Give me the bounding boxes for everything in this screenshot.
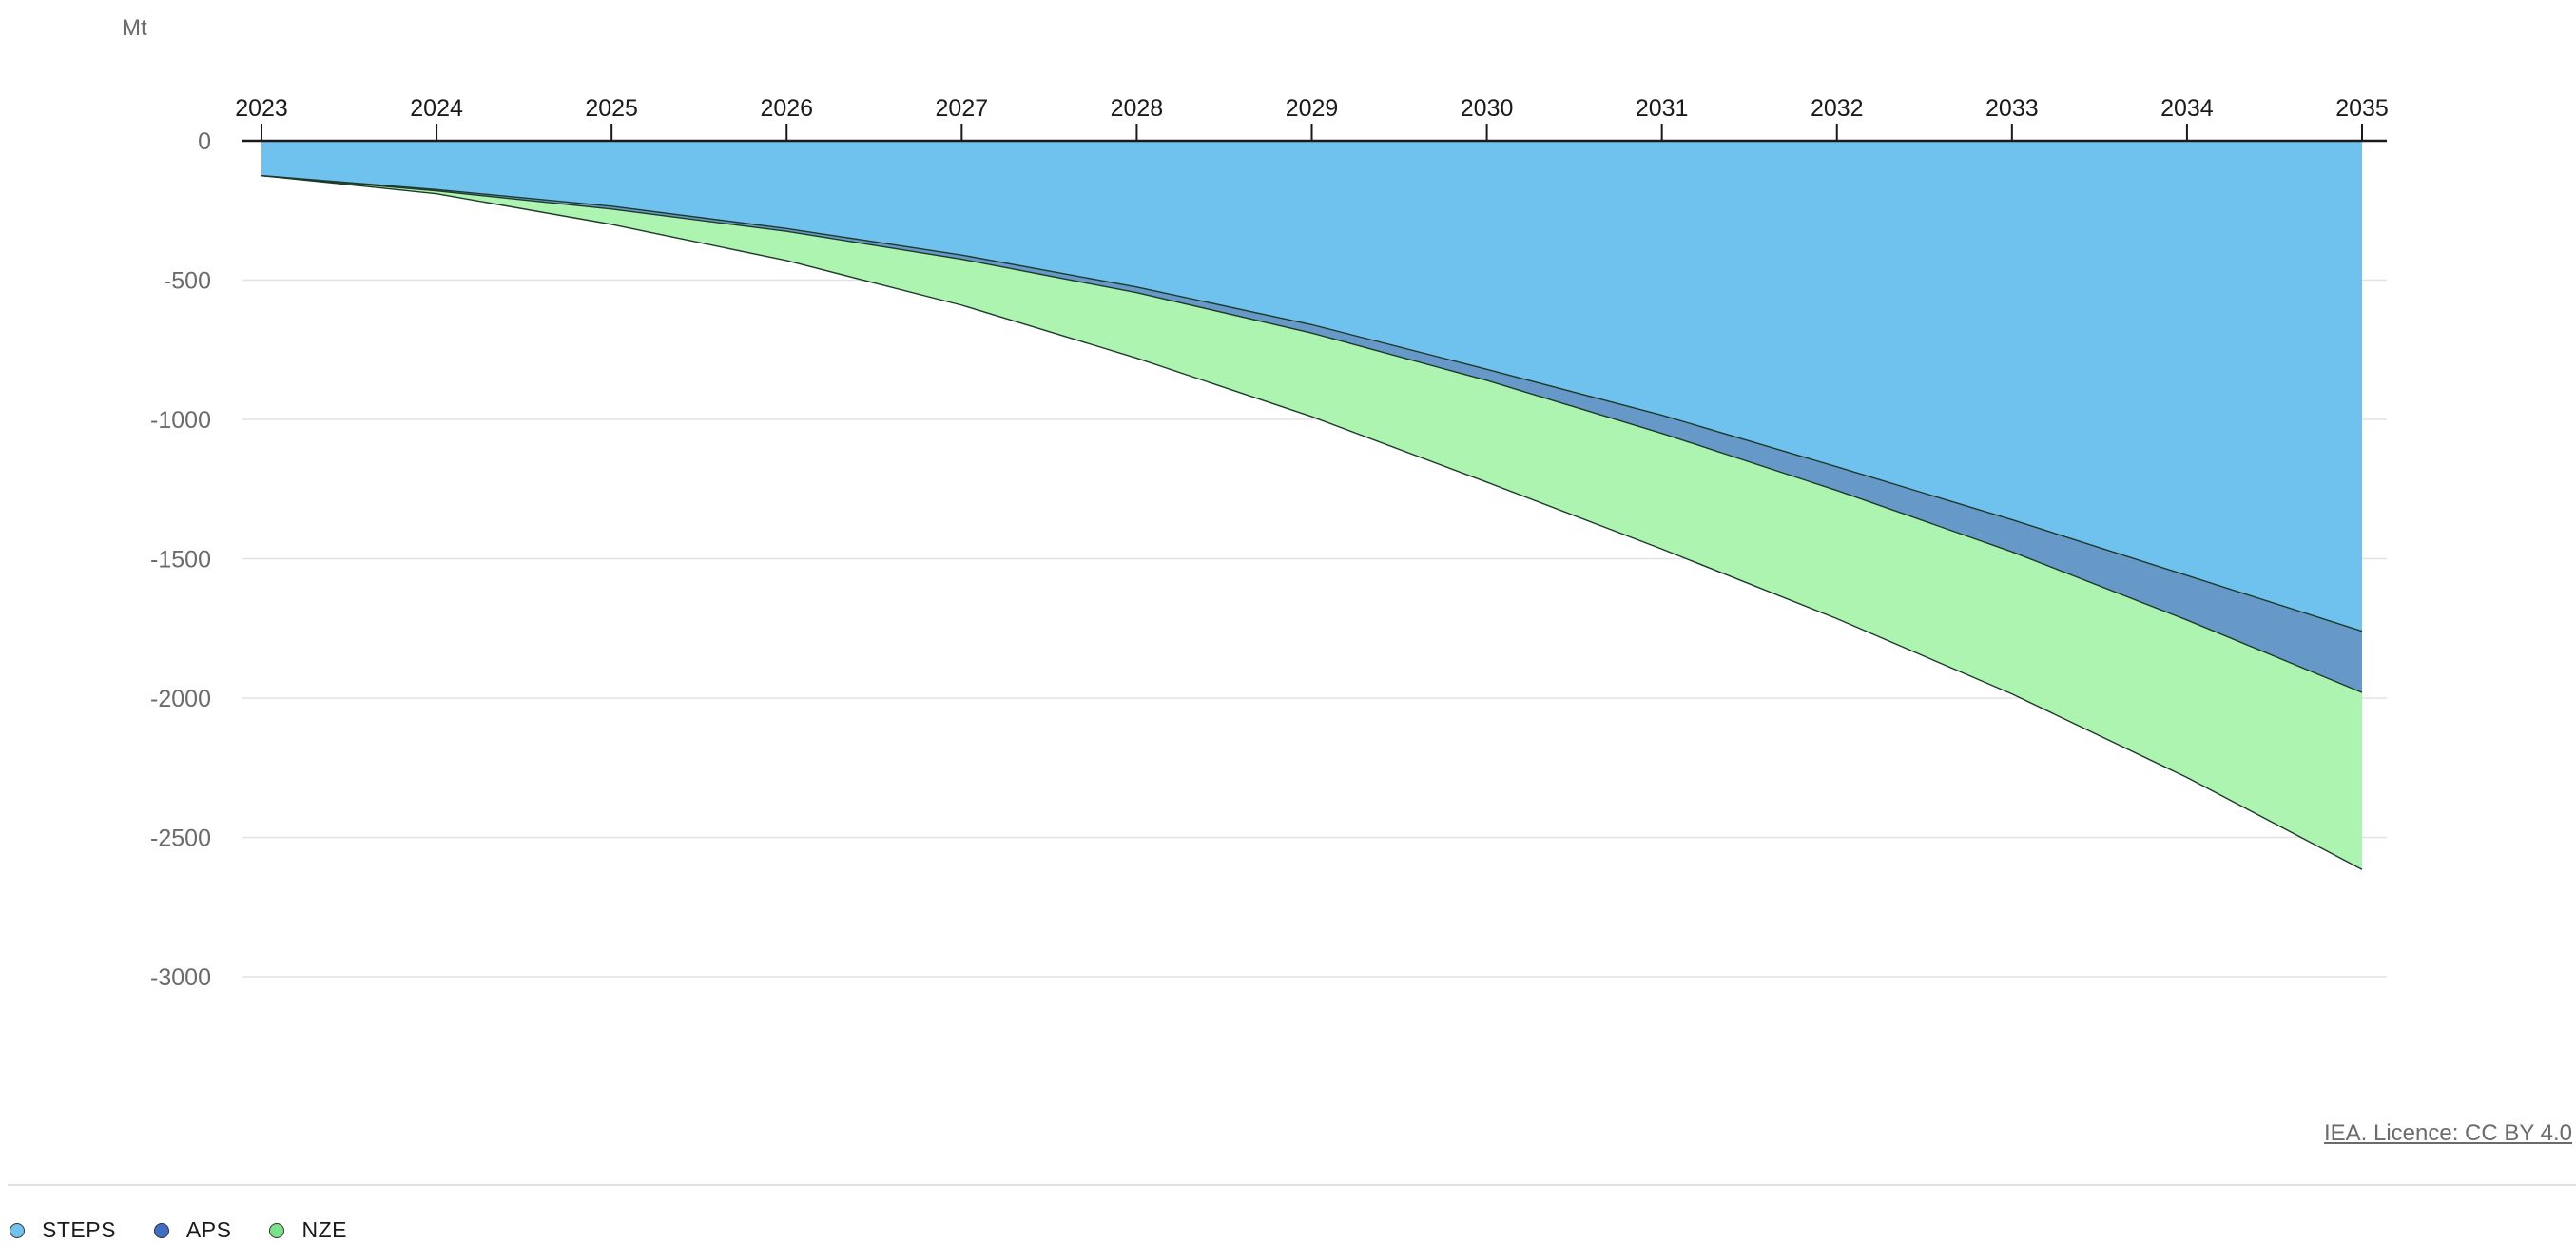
divider [8,1184,2576,1186]
x-tick-label: 2026 [760,95,813,122]
y-tick-label: -3000 [150,964,211,991]
x-tick-label: 2024 [410,95,463,122]
line-steps [261,174,2363,632]
x-tick-label: 2028 [1111,95,1164,122]
grid-lines [242,279,2387,978]
y-tick-label: -2000 [150,686,211,712]
legend-item-steps[interactable]: STEPS [10,1217,116,1243]
y-tick-label: -2500 [150,826,211,852]
y-tick-label: 0 [198,128,211,155]
x-tick-label: 2030 [1461,95,1514,122]
legend-label-aps: APS [185,1217,232,1242]
x-axis: 2023 2024 2025 2026 2027 2028 2029 2030 2031 2032… [235,95,2389,143]
legend-swatch-nze [269,1222,285,1238]
legend-label-steps: STEPS [42,1217,116,1242]
licence-link[interactable]: IEA. Licence: CC BY 4.0 [2323,1120,2572,1146]
x-tick-label: 2034 [2160,95,2214,122]
legend-item-nze[interactable]: NZE [269,1217,347,1243]
x-tick-label: 2031 [1636,95,1689,122]
x-tick-label: 2027 [936,95,989,122]
legend-label-nze: NZE [301,1217,347,1242]
legend: STEPS APS NZE [10,1217,385,1243]
y-tick-label: -500 [164,268,211,295]
x-tick-label: 2023 [235,95,288,122]
y-tick-label: -1000 [150,407,211,434]
line-aps [261,174,2363,693]
x-tick-label: 2025 [585,95,638,122]
line-nze [261,174,2363,870]
x-tick-label: 2032 [1811,95,1864,122]
legend-item-aps[interactable]: APS [153,1217,232,1243]
legend-swatch-steps [10,1222,25,1238]
legend-swatch-aps [153,1222,169,1238]
y-axis-unit-label: Mt [122,15,147,41]
y-axis-tick-labels: 0 -500 -1000 -1500 -2000 -2500 -3000 [150,128,211,991]
x-tick-label: 2033 [1985,95,2039,122]
x-tick-label: 2029 [1286,95,1339,122]
x-tick-label: 2035 [2335,95,2389,122]
area-steps [261,141,2362,632]
series-areas [261,141,2363,870]
y-tick-label: -1500 [150,547,211,573]
